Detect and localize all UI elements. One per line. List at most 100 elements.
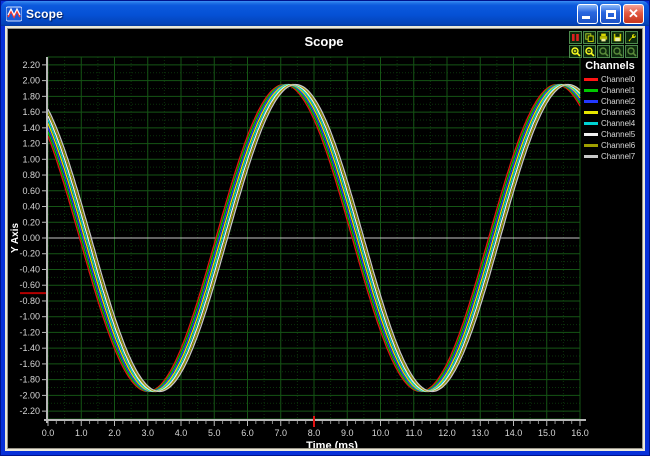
legend-swatch: [584, 133, 598, 136]
legend-label: Channel6: [601, 141, 636, 150]
print-button[interactable]: [597, 31, 610, 44]
scope-panel: 2.20 2.00 1.80 1.60 1.40 1.20 1.00 0.80 0.60 0.40…: [7, 28, 643, 449]
zoom-in-icon: [570, 46, 581, 57]
y-tick-label: 0.20: [22, 217, 40, 227]
y-tick-label: 1.40: [22, 123, 40, 133]
x-tick-label: 15.0: [538, 428, 556, 438]
y-tick-label: 1.60: [22, 107, 40, 117]
legend-swatch: [584, 100, 598, 103]
y-tick-label: 2.20: [22, 60, 40, 70]
y-axis-title: Y Axis: [10, 223, 21, 253]
x-tick-label: 1.0: [75, 428, 88, 438]
trigger-markers[interactable]: [20, 292, 315, 427]
pause-button[interactable]: [569, 31, 582, 44]
close-button[interactable]: ✕: [623, 3, 644, 24]
minimize-icon: [582, 15, 590, 19]
y-tick-label: 0.40: [22, 202, 40, 212]
legend-swatch: [584, 111, 598, 114]
y-tick-label: -1.00: [19, 312, 40, 322]
save-icon: [613, 33, 622, 42]
minimize-button[interactable]: [577, 3, 598, 24]
window-content: 2.20 2.00 1.80 1.60 1.40 1.20 1.00 0.80 0.60 0.40…: [5, 26, 645, 451]
y-tick-label: 0.00: [22, 233, 40, 243]
legend-row[interactable]: Channel1: [580, 85, 640, 96]
zoom-y-button[interactable]: [611, 45, 624, 58]
tick-labels-group: 2.20 2.00 1.80 1.60 1.40 1.20 1.00 0.80 0.60 0.40…: [19, 60, 588, 438]
waveform-channel4: [47, 83, 581, 393]
legend-swatch: [584, 144, 598, 147]
x-tick-label: 9.0: [341, 428, 354, 438]
x-tick-label: 16.0: [571, 428, 589, 438]
x-tick-label: 0.0: [42, 428, 55, 438]
waveform-channel3: [47, 83, 581, 393]
zoom-x-button[interactable]: [597, 45, 610, 58]
x-tick-label: 3.0: [141, 428, 154, 438]
legend-row[interactable]: Channel7: [580, 151, 640, 162]
y-tick-label: -1.20: [19, 327, 40, 337]
waveform-channel2: [47, 83, 581, 393]
legend-row[interactable]: Channel5: [580, 129, 640, 140]
channels-legend: Channels Channel0 Channel1 Channel2 Channel…: [580, 60, 640, 162]
y-tick-label: 1.20: [22, 139, 40, 149]
y-tick-label: -1.40: [19, 343, 40, 353]
y-tick-label: 1.00: [22, 154, 40, 164]
x-tick-label: 8.0: [308, 428, 321, 438]
legend-label: Channel4: [601, 119, 636, 128]
waveform-channel6: [47, 83, 581, 393]
legend-row[interactable]: Channel6: [580, 140, 640, 151]
legend-label: Channel5: [601, 130, 636, 139]
x-tick-label: 7.0: [274, 428, 287, 438]
zoom-y-icon: [612, 46, 623, 57]
y-tick-label: -1.80: [19, 375, 40, 385]
pause-icon: [572, 34, 579, 41]
title-bar[interactable]: Scope ✕: [1, 1, 649, 26]
legend-swatch: [584, 89, 598, 92]
legend-row[interactable]: Channel0: [580, 74, 640, 85]
y-tick-label: -1.60: [19, 359, 40, 369]
x-tick-label: 10.0: [372, 428, 390, 438]
x-axis-title: Time (ms): [306, 440, 358, 449]
app-icon: [6, 6, 22, 21]
y-tick-label: -0.60: [19, 280, 40, 290]
x-tick-label: 13.0: [471, 428, 489, 438]
y-tick-label: 1.80: [22, 91, 40, 101]
legend-row[interactable]: Channel4: [580, 118, 640, 129]
legend-label: Channel3: [601, 108, 636, 117]
legend-title: Channels: [585, 60, 635, 72]
zoom-out-button[interactable]: [583, 45, 596, 58]
wrench-icon: [628, 34, 636, 42]
scope-toolbar: [569, 31, 638, 58]
save-button[interactable]: [611, 31, 624, 44]
copy-button[interactable]: [583, 31, 596, 44]
close-icon: ✕: [628, 5, 639, 21]
maximize-button[interactable]: [600, 3, 621, 24]
settings-button[interactable]: [625, 31, 638, 44]
zoom-in-button[interactable]: [569, 45, 582, 58]
axis-titles-group: Scope Time (ms) Y Axis: [10, 34, 358, 449]
waveform-group: [47, 83, 581, 393]
print-icon: [599, 33, 608, 42]
legend-row[interactable]: Channel3: [580, 107, 640, 118]
maximize-icon: [606, 9, 616, 19]
waveform-channel7: [47, 83, 581, 393]
y-tick-label: -2.20: [19, 406, 40, 416]
x-tick-label: 11.0: [405, 428, 422, 438]
zoom-box-button[interactable]: [625, 45, 638, 58]
zoom-box-icon: [626, 46, 637, 57]
waveform-channel1: [47, 83, 581, 393]
legend-swatch: [584, 78, 598, 81]
y-tick-label: 0.80: [22, 170, 40, 180]
legend-row[interactable]: Channel2: [580, 96, 640, 107]
x-tick-label: 12.0: [438, 428, 456, 438]
legend-rows: Channel0 Channel1 Channel2 Channel3 Channel4…: [580, 74, 640, 162]
plot-area[interactable]: 2.20 2.00 1.80 1.60 1.40 1.20 1.00 0.80 0.60 0.40…: [8, 29, 643, 449]
y-tick-label: -0.80: [19, 296, 40, 306]
legend-label: Channel2: [601, 97, 636, 106]
legend-label: Channel1: [601, 86, 636, 95]
x-tick-label: 5.0: [208, 428, 221, 438]
x-tick-label: 14.0: [505, 428, 523, 438]
y-tick-label: 2.00: [22, 76, 40, 86]
zoom-out-icon: [584, 46, 595, 57]
zoom-x-icon: [598, 46, 609, 57]
